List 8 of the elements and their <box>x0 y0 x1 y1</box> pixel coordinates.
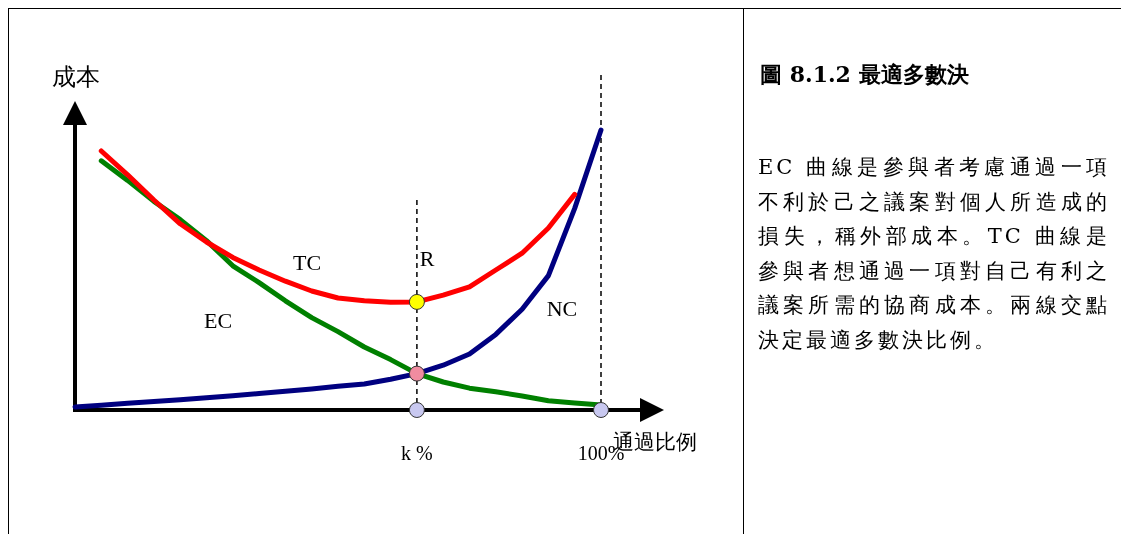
y-axis-title: 成本 <box>52 63 100 91</box>
x-tick-label: k % <box>401 442 433 464</box>
text: 圖 8.1.2 最適多數決 <box>760 60 969 89</box>
annotation: NC <box>546 296 578 321</box>
annotation: R <box>419 246 435 271</box>
text: EC 曲線是參與者考慮通過一項不利於己之議案對個人所造成的損失，稱外部成本。TC 曲線是參與者想通過一項對自己有利之議案所需的協商成本。兩線交點決定最適多數決比例。 <box>758 154 1110 354</box>
annotation: TC <box>292 250 322 275</box>
annotation: EC <box>203 308 233 333</box>
